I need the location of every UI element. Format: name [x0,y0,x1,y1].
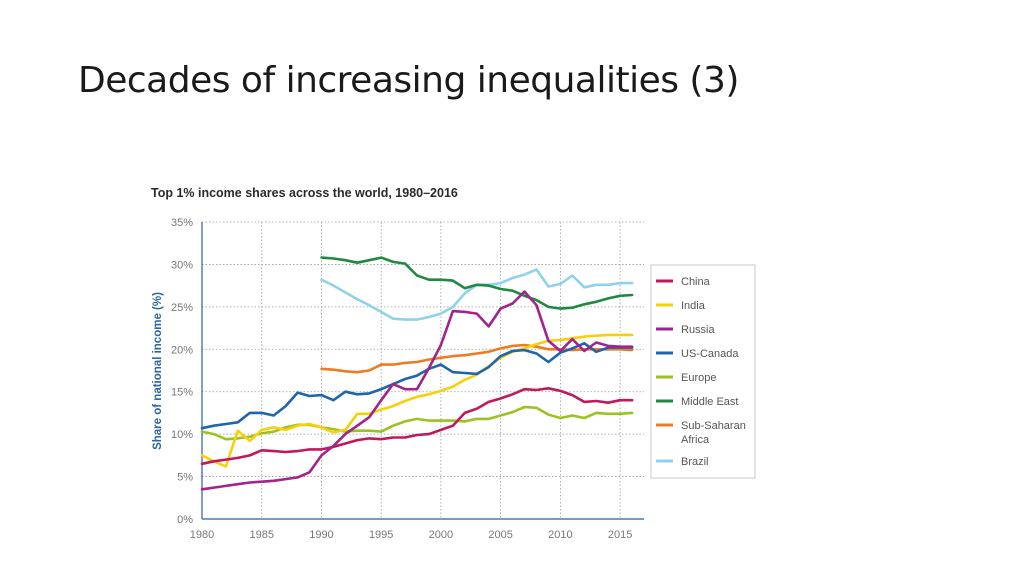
series-line-china [200,386,634,466]
y-axis-label: Share of national income (%) [152,292,164,450]
chart-grid [202,221,644,519]
y-tick-label: 20% [171,344,193,356]
legend-box [650,264,756,479]
chart-title: Top 1% income shares across the world, 1… [151,186,458,200]
x-tick-label: 1995 [369,529,393,541]
y-tick-label: 15% [171,387,193,399]
x-tick-label: 1985 [249,529,273,541]
series-line-sub-saharan-africa [320,343,634,374]
legend-label-india: India [681,300,706,312]
series-line-brazil [320,268,634,321]
y-tick-label: 0% [177,514,193,526]
x-tick-label: 2005 [488,529,512,541]
chart-axes: 0% 5% 10% 15% 20% 25% 30% 35% 1980 1985 1990 1995 20… [171,217,644,541]
legend-label-middle-east: Middle East [681,396,738,408]
chart-series [200,256,634,491]
x-tick-label: 2010 [548,529,572,541]
legend-label-sub-saharan-africa: Sub-Saharan [681,420,746,432]
chart-legend: China India Russia US-Canada Europe Middle Ea… [650,264,756,479]
series-line-russia [200,290,634,491]
y-tick-label: 30% [171,259,193,271]
legend-label-europe: Europe [681,372,716,384]
series-line-us-canada [200,341,634,430]
y-tick-label: 10% [171,429,193,441]
legend-label-us-canada: US-Canada [681,348,739,360]
y-tick-label: 5% [177,472,193,484]
x-tick-label: 1990 [309,529,333,541]
legend-label-brazil: Brazil [681,456,709,468]
y-tick-label: 25% [171,302,193,314]
y-tick-label: 35% [171,217,193,229]
series-line-europe [200,405,634,441]
x-tick-label: 1980 [190,529,214,541]
x-tick-label: 2000 [429,529,453,541]
legend-label-china: China [681,276,711,288]
series-line-middle-east [320,256,634,310]
x-tick-label: 2015 [608,529,632,541]
legend-label-sub-saharan-africa-line2: Africa [681,434,710,446]
series-line-india [200,333,634,468]
legend-label-russia: Russia [681,324,716,336]
slide-title: Decades of increasing inequalities (3) [78,60,739,101]
